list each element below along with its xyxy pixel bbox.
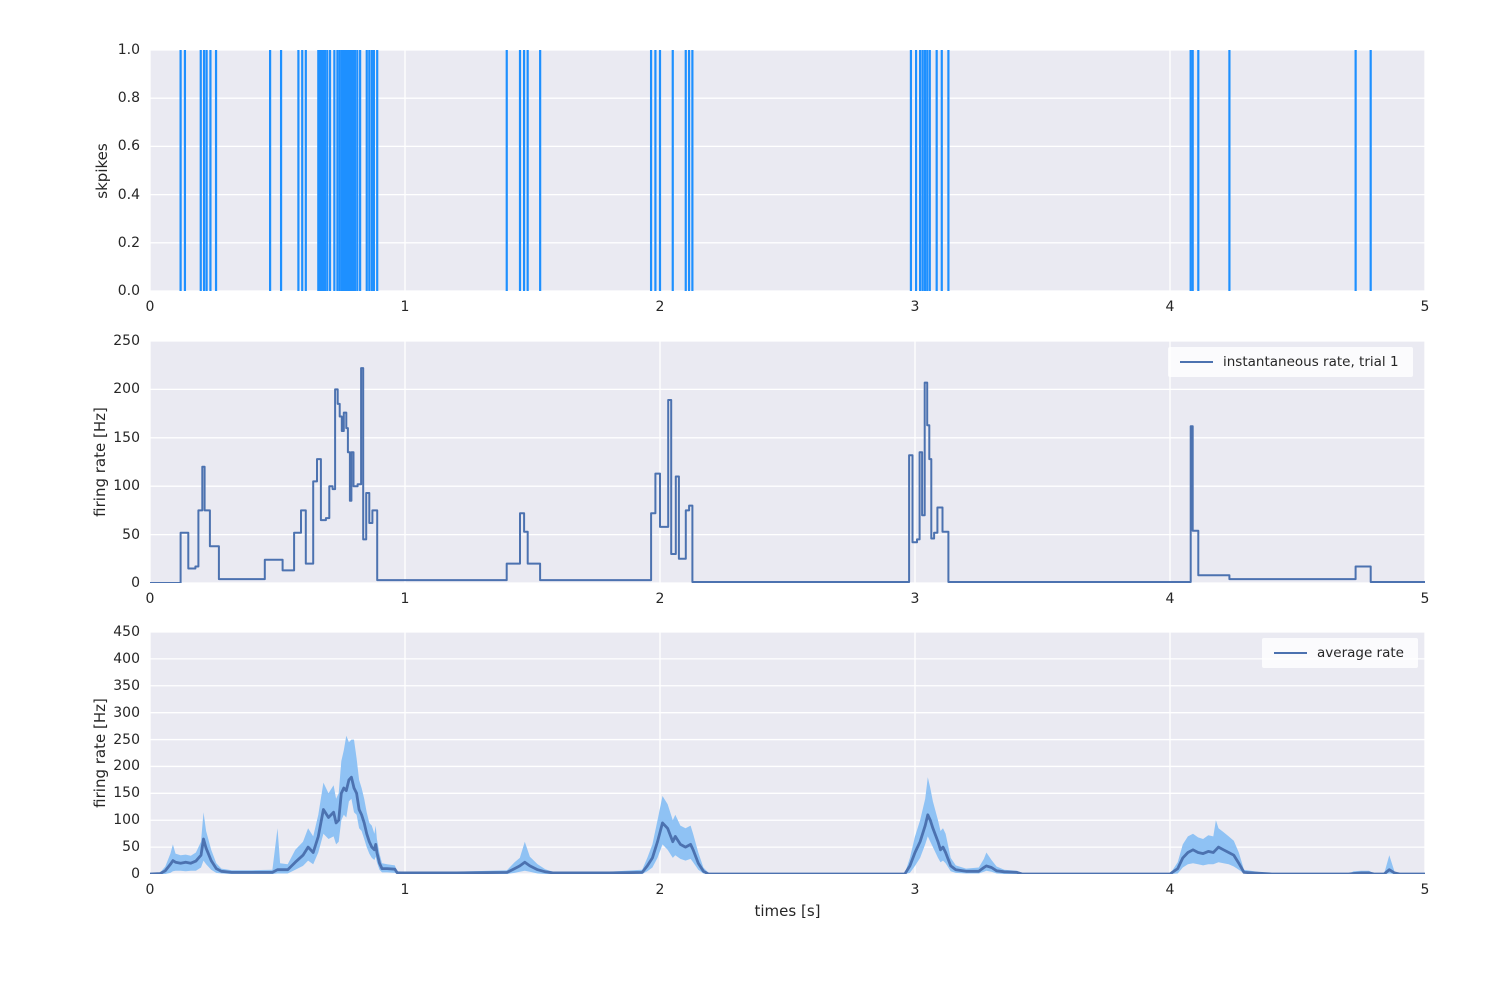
y-tick-label: 450: [113, 624, 140, 640]
y-tick-label: 0.4: [117, 186, 140, 203]
step-line-canvas: [150, 341, 1425, 583]
x-tick-label: 1: [400, 591, 410, 607]
average-rate-ylabel: firing rate [Hz]: [91, 698, 109, 808]
x-tick-label: 4: [1165, 299, 1175, 315]
x-tick-label: 0: [145, 882, 155, 898]
y-tick-label: 400: [113, 650, 140, 667]
x-tick-label: 5: [1420, 591, 1430, 607]
x-tick-label: 0: [145, 299, 155, 315]
y-tick-label: 150: [113, 429, 140, 446]
average-rate-band: [150, 735, 1425, 874]
x-tick-label: 4: [1165, 591, 1175, 607]
x-tick-label: 5: [1420, 299, 1430, 315]
x-tick-label: 5: [1420, 882, 1430, 898]
y-tick-label: 100: [113, 812, 140, 829]
y-tick-label: 150: [113, 785, 140, 802]
y-tick-label: 250: [113, 731, 140, 748]
legend-line-sample: [1274, 652, 1307, 654]
y-tick-label: 50: [122, 839, 140, 856]
y-tick-label: 200: [113, 758, 140, 775]
y-tick-label: 0: [131, 866, 140, 882]
y-tick-label: 50: [122, 526, 140, 543]
legend-instantaneous-rate: instantaneous rate, trial 1: [1168, 347, 1413, 377]
spike-raster-ylabel: skpikes: [93, 143, 111, 199]
line-band-canvas: [150, 632, 1425, 874]
x-tick-label: 2: [655, 591, 665, 607]
spike-raster-plot: [150, 50, 1425, 291]
x-axis-label: times [s]: [754, 902, 821, 920]
x-tick-label: 3: [910, 882, 920, 898]
x-tick-label: 1: [400, 299, 410, 315]
y-tick-label: 0.8: [117, 90, 140, 107]
instantaneous-rate-plot: [150, 341, 1425, 583]
y-tick-label: 0.2: [117, 234, 140, 251]
event-raster-canvas: [150, 50, 1425, 291]
y-tick-label: 300: [113, 704, 140, 721]
x-tick-label: 1: [400, 882, 410, 898]
y-tick-label: 200: [113, 381, 140, 398]
average-rate-line: [150, 775, 1425, 874]
y-tick-label: 0.0: [117, 283, 140, 299]
x-tick-label: 0: [145, 591, 155, 607]
average-rate-plot: [150, 632, 1425, 874]
y-tick-label: 0: [131, 575, 140, 591]
x-tick-label: 2: [655, 882, 665, 898]
legend-average-rate: average rate: [1262, 638, 1418, 668]
x-tick-label: 3: [910, 299, 920, 315]
x-tick-label: 2: [655, 299, 665, 315]
y-tick-label: 1.0: [117, 42, 140, 58]
instantaneous-rate-ylabel: firing rate [Hz]: [91, 407, 109, 517]
legend-label: average rate: [1317, 645, 1404, 661]
legend-line-sample: [1180, 361, 1213, 363]
y-tick-label: 250: [113, 333, 140, 349]
legend-label: instantaneous rate, trial 1: [1223, 354, 1399, 370]
x-tick-label: 3: [910, 591, 920, 607]
instantaneous-rate-line: [150, 367, 1425, 583]
y-tick-label: 0.6: [117, 138, 140, 155]
y-tick-label: 350: [113, 677, 140, 694]
x-tick-label: 4: [1165, 882, 1175, 898]
y-tick-label: 100: [113, 478, 140, 495]
